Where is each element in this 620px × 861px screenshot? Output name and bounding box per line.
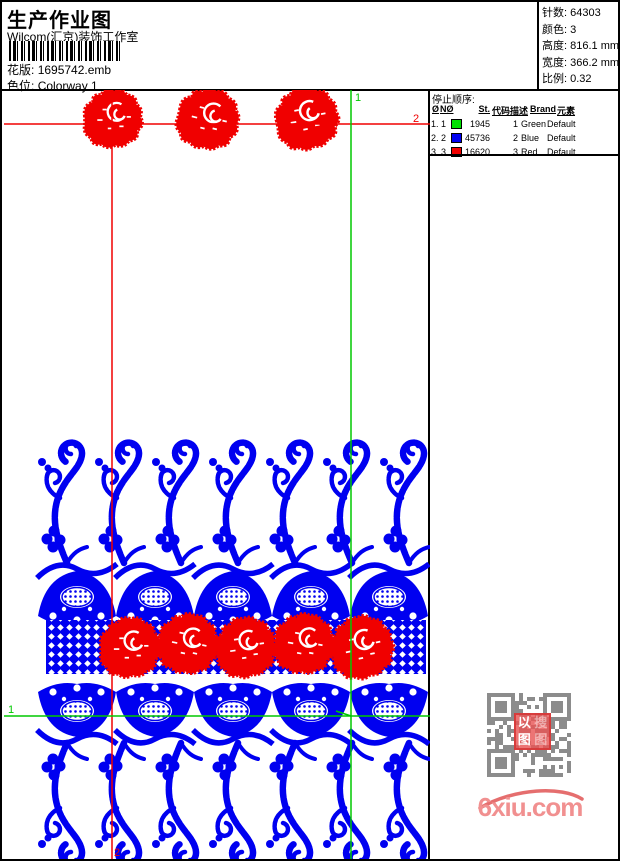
stop-sequence-table: 停止顺序: Ø NØ St. 代码 描述 Brand 元素 1. 1 1945 …	[430, 91, 618, 157]
stitch-value: 16620	[464, 147, 490, 157]
header-divider	[537, 2, 539, 90]
stop-index: 2.	[431, 133, 439, 143]
design-height: 高度: 816.1 mm	[542, 40, 620, 52]
needle-number: 2	[441, 133, 447, 143]
hoop-guides: 1 1 2 2	[4, 90, 430, 859]
logo-swoosh-icon	[478, 789, 584, 810]
stamp-char: 搜	[534, 715, 548, 730]
qr-code: 以 搜 图 图	[479, 685, 579, 785]
code-value: 3	[512, 147, 518, 157]
design-width: 宽度: 366.2 mm	[542, 56, 620, 69]
color-count: 颜色: 3	[542, 23, 577, 36]
stamp-char: 以	[517, 715, 531, 730]
col-description: 描述	[510, 106, 529, 116]
guide-label-start-top: 1	[355, 92, 361, 104]
color-description: Blue	[521, 133, 540, 143]
stitch-count: 针数: 64303	[542, 7, 601, 19]
needle-number: 1	[441, 119, 447, 129]
guide-label-end-bottom: 2	[114, 847, 120, 859]
guide-label-end-right: 2	[413, 113, 419, 125]
col-element: 元素	[557, 106, 576, 116]
table-bottom-rule	[430, 154, 618, 156]
pattern-file-label: 花版:	[7, 63, 35, 77]
stamp-char: 图	[534, 731, 548, 747]
needle-number: 3	[441, 147, 447, 157]
studio-name: Wilcom(汇京)装饰工作室	[7, 30, 139, 44]
pattern-file-line: 花版: 1695742.emb	[7, 61, 111, 78]
stitch-value: 1945	[469, 119, 490, 129]
design-canvas: 1 1 2 2	[4, 90, 430, 861]
stop-sequence-title: 停止顺序:	[432, 95, 475, 106]
top-rose-row	[82, 90, 345, 158]
pattern-file-value: 1695742.emb	[37, 63, 112, 77]
page-title: 生产作业图	[7, 10, 112, 32]
brand-value: Default	[547, 133, 576, 143]
color-description: Green	[521, 119, 547, 129]
col-code: 代码	[492, 106, 511, 116]
color-swatch	[451, 133, 462, 143]
site-watermark: 6xiu.com	[470, 784, 590, 822]
stop-index: 1.	[431, 119, 439, 129]
stop-index: 3.	[431, 147, 439, 157]
brand-value: Default	[547, 119, 576, 129]
guide-label-start-left: 1	[8, 704, 14, 716]
code-value: 2	[512, 133, 518, 143]
color-description: Red	[521, 147, 538, 157]
site-url: 6xiu.com	[477, 792, 584, 822]
scale-ratio: 比例: 0.32	[542, 73, 592, 85]
col-hash: Ø	[432, 104, 440, 114]
image-search-stamp: 以 搜 图 图	[514, 713, 551, 750]
sidebar-divider	[428, 90, 430, 859]
stitch-value: 45736	[464, 133, 490, 143]
col-needle: NØ	[440, 104, 454, 114]
code-value: 1	[512, 119, 518, 129]
design-info-box: 针数: 64303 颜色: 3 高度: 816.1 mm 宽度: 366.2 m…	[542, 5, 618, 88]
brand-value: Default	[547, 147, 576, 157]
green-guide-connector	[335, 710, 352, 717]
stamp-char: 图	[517, 731, 531, 747]
color-swatch	[451, 147, 462, 157]
col-brand: Brand	[530, 104, 557, 114]
barcode	[9, 41, 121, 61]
lace-panel	[37, 443, 429, 861]
color-swatch	[451, 119, 462, 129]
col-stitches: St.	[478, 104, 490, 114]
